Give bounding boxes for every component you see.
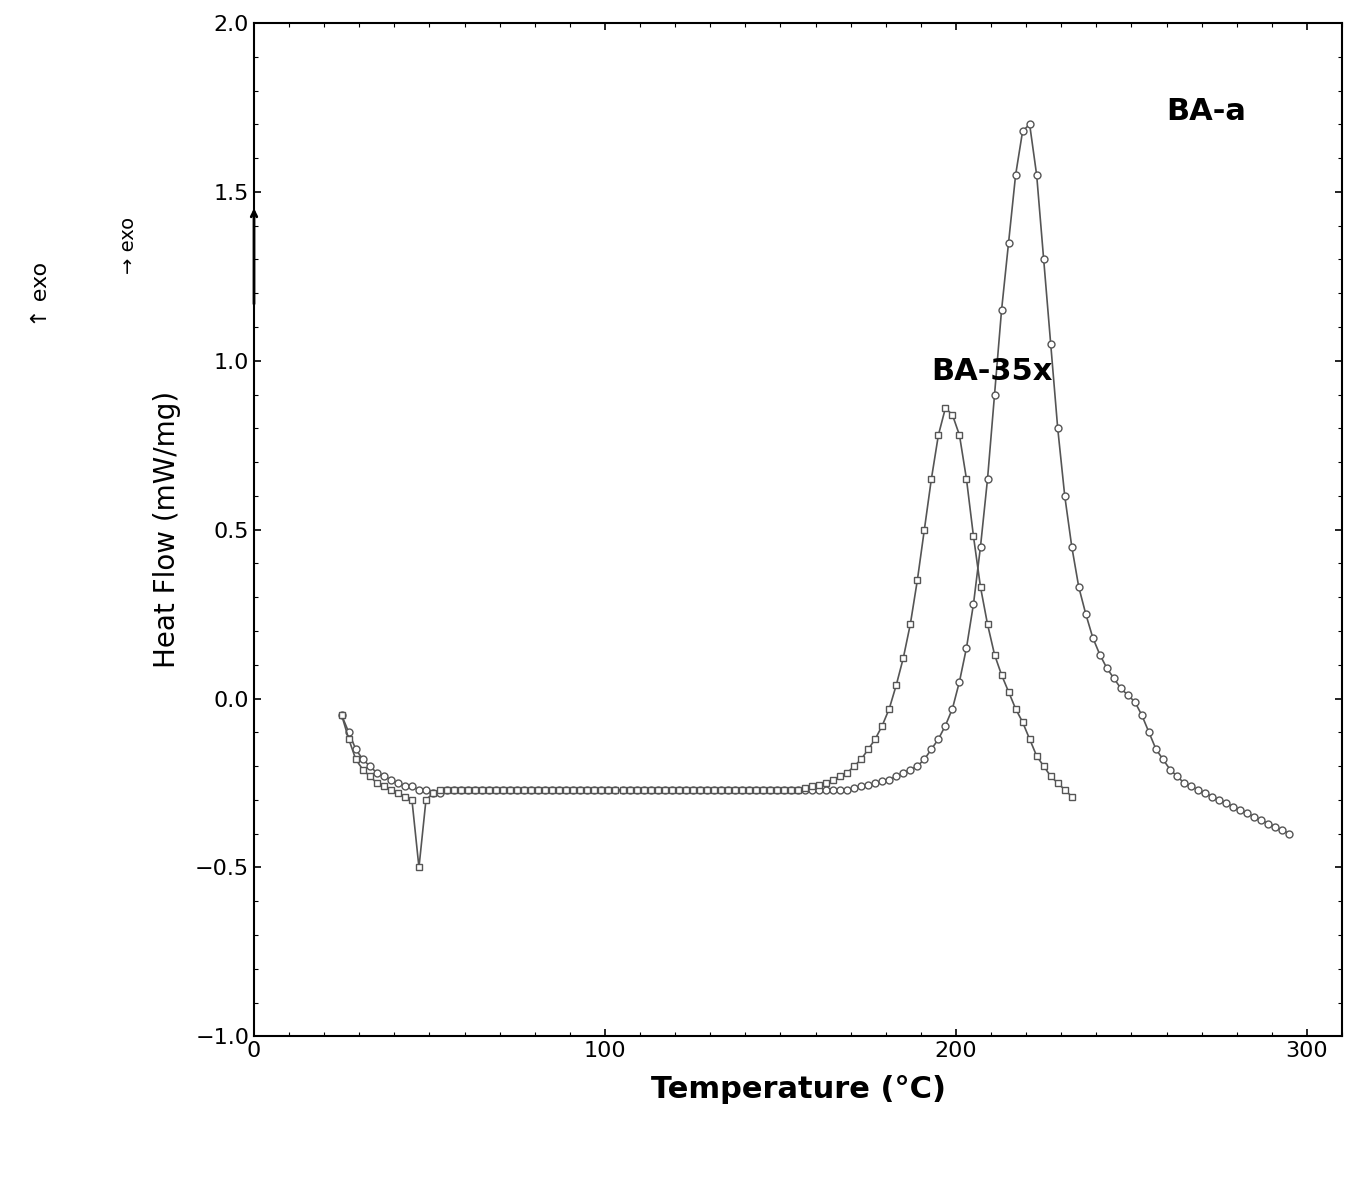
X-axis label: Temperature (°C): Temperature (°C) bbox=[650, 1076, 946, 1104]
Y-axis label: Heat Flow (mW/mg): Heat Flow (mW/mg) bbox=[153, 391, 180, 668]
Text: → exo: → exo bbox=[119, 218, 138, 274]
Text: BA-a: BA-a bbox=[1167, 98, 1246, 126]
Text: ↑ exo: ↑ exo bbox=[31, 262, 50, 327]
Text: BA-35x: BA-35x bbox=[931, 357, 1053, 386]
